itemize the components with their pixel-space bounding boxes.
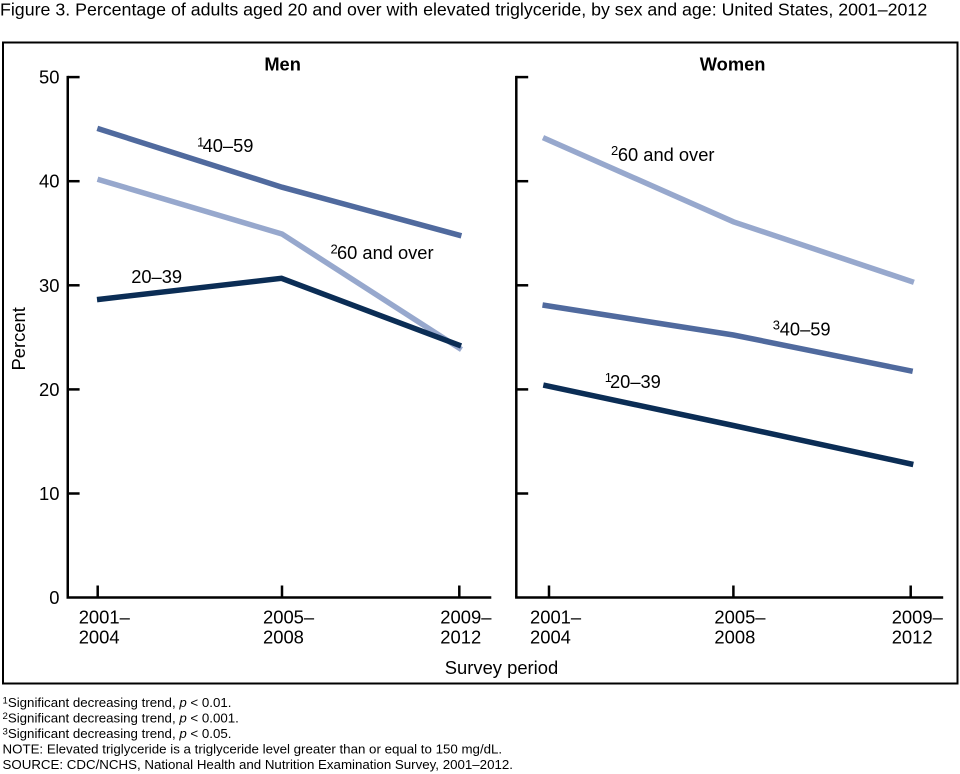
svg-text:SOURCE: CDC/NCHS, National Hea: SOURCE: CDC/NCHS, National Health and Nu… — [3, 757, 513, 772]
svg-text:2: 2 — [611, 143, 618, 158]
svg-text:2005–: 2005– — [263, 606, 315, 627]
svg-text:2009–: 2009– — [440, 606, 492, 627]
svg-text:2004: 2004 — [530, 627, 571, 648]
svg-text:20: 20 — [39, 379, 59, 400]
svg-text:30: 30 — [39, 275, 59, 296]
svg-text:1: 1 — [605, 370, 612, 385]
svg-text:0: 0 — [49, 587, 59, 608]
svg-text:20–39: 20–39 — [131, 266, 182, 287]
svg-text:60 and over: 60 and over — [618, 144, 715, 165]
svg-text:3: 3 — [773, 317, 780, 332]
svg-text:50: 50 — [39, 67, 59, 88]
svg-text:2012: 2012 — [440, 627, 481, 648]
svg-text:40: 40 — [39, 171, 59, 192]
svg-text:Women: Women — [700, 54, 766, 75]
svg-text:Men: Men — [264, 54, 301, 75]
svg-text:Figure 3. Percentage of adults: Figure 3. Percentage of adults aged 20 a… — [0, 0, 927, 20]
svg-text:2008: 2008 — [263, 627, 304, 648]
svg-text:10: 10 — [39, 483, 59, 504]
svg-text:2004: 2004 — [79, 627, 120, 648]
svg-text:20–39: 20–39 — [610, 371, 661, 392]
svg-text:Percent: Percent — [8, 307, 29, 370]
svg-text:2008: 2008 — [714, 627, 755, 648]
svg-text:2012: 2012 — [892, 627, 933, 648]
svg-text:2001–: 2001– — [79, 606, 131, 627]
svg-text:40–59: 40–59 — [780, 318, 831, 339]
svg-text:Survey period: Survey period — [445, 657, 558, 678]
svg-text:1Significant decreasing trend,: 1Significant decreasing trend, p < 0.01. — [3, 695, 232, 710]
svg-text:NOTE: Elevated triglyceride is: NOTE: Elevated triglyceride is a triglyc… — [3, 741, 503, 756]
svg-text:2Significant decreasing trend,: 2Significant decreasing trend, p < 0.001… — [3, 710, 239, 725]
svg-text:40–59: 40–59 — [203, 135, 254, 156]
svg-text:3Significant decreasing trend,: 3Significant decreasing trend, p < 0.05. — [3, 726, 232, 741]
svg-text:2005–: 2005– — [714, 606, 766, 627]
svg-text:1: 1 — [197, 134, 204, 149]
svg-text:2009–: 2009– — [892, 606, 944, 627]
svg-text:60 and over: 60 and over — [337, 242, 434, 263]
svg-text:2: 2 — [331, 241, 338, 256]
svg-text:2001–: 2001– — [530, 606, 582, 627]
